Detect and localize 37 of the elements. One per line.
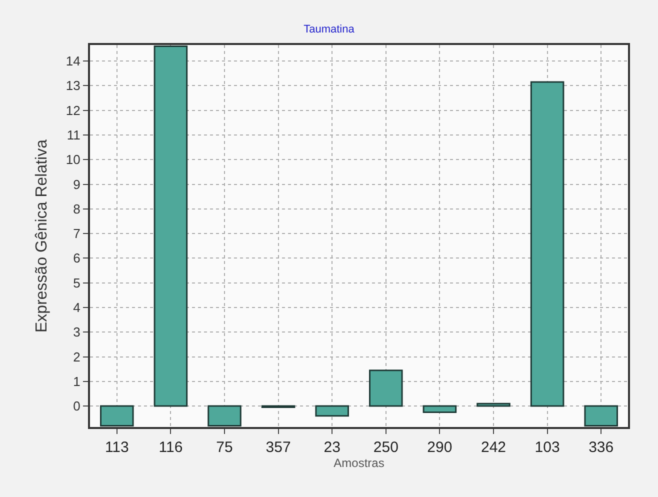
y-tick-label: 12 bbox=[66, 102, 80, 118]
x-tick-label: 75 bbox=[216, 439, 233, 456]
y-tick-label: 11 bbox=[66, 128, 80, 142]
bar bbox=[154, 45, 188, 407]
x-tick-label: 250 bbox=[373, 439, 398, 456]
y-tick-label: 4 bbox=[73, 300, 80, 316]
bar bbox=[422, 405, 457, 413]
x-tick-label: 242 bbox=[480, 439, 506, 456]
y-tick-label: 14 bbox=[66, 54, 80, 69]
y-tick-label: 3 bbox=[73, 324, 80, 340]
y-tick-label: 1 bbox=[73, 374, 80, 389]
x-tick-label: 357 bbox=[266, 439, 291, 456]
bar bbox=[369, 370, 403, 407]
y-tick-label: 8 bbox=[73, 201, 80, 216]
y-tick-label: 10 bbox=[66, 152, 80, 168]
y-tick-label: 6 bbox=[73, 250, 80, 266]
x-axis-title: Amostras bbox=[334, 456, 384, 470]
bar bbox=[315, 405, 349, 417]
x-tick-label: 23 bbox=[324, 439, 340, 456]
y-tick-label: 13 bbox=[66, 78, 80, 94]
x-tick-label: 103 bbox=[534, 439, 560, 456]
y-tick-label: 7 bbox=[73, 226, 80, 242]
x-tick-label: 116 bbox=[158, 439, 183, 456]
y-tick-label: 5 bbox=[73, 275, 80, 290]
y-axis-title: Expressão Gênica Relativa bbox=[33, 139, 50, 332]
bar bbox=[584, 405, 618, 427]
x-tick-label: 336 bbox=[588, 439, 614, 456]
y-tick-label: 0 bbox=[73, 398, 80, 414]
y-tick-label: 9 bbox=[73, 176, 80, 192]
x-tick-label: 290 bbox=[427, 439, 452, 456]
x-tick-label: 113 bbox=[104, 439, 129, 456]
bar bbox=[208, 405, 242, 427]
bar bbox=[100, 405, 134, 427]
y-tick-label: 2 bbox=[73, 349, 80, 364]
chart-title: Taumatina bbox=[304, 24, 356, 36]
bar bbox=[530, 81, 564, 407]
bar bbox=[476, 402, 510, 407]
